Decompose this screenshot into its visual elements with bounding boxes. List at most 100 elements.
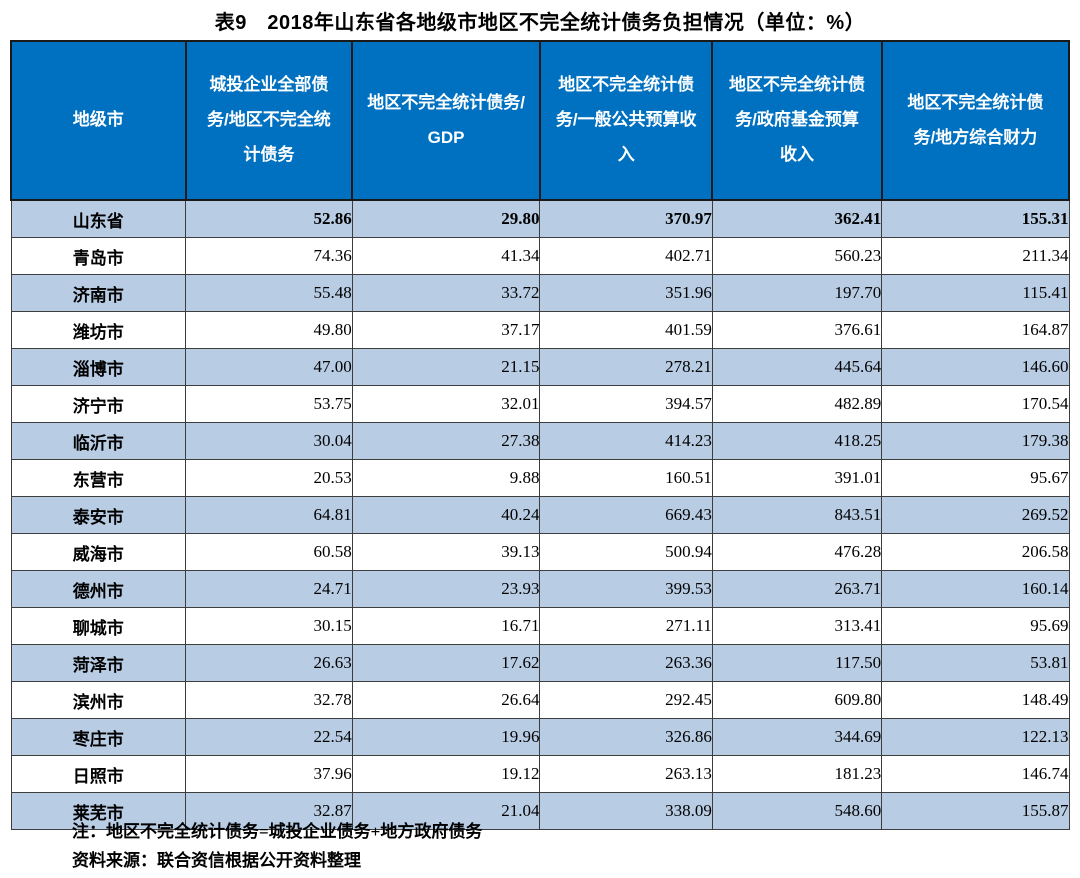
value-cell: 23.93 [351, 570, 541, 608]
value-cell: 843.51 [711, 496, 883, 534]
value-cell: 53.81 [881, 644, 1070, 682]
table-row: 淄博市 47.00 21.15 278.21 445.64 146.60 [10, 348, 1070, 386]
value-cell: 20.53 [185, 459, 353, 497]
city-cell: 泰安市 [10, 496, 187, 534]
city-cell: 威海市 [10, 533, 187, 571]
city-cell: 东营市 [10, 459, 187, 497]
table-row: 东营市 20.53 9.88 160.51 391.01 95.67 [10, 459, 1070, 497]
table-row: 潍坊市 49.80 37.17 401.59 376.61 164.87 [10, 311, 1070, 349]
table-row: 滨州市 32.78 26.64 292.45 609.80 148.49 [10, 681, 1070, 719]
table-row: 山东省 52.86 29.80 370.97 362.41 155.31 [10, 199, 1070, 238]
value-cell: 26.63 [185, 644, 353, 682]
table-row: 泰安市 64.81 40.24 669.43 843.51 269.52 [10, 496, 1070, 534]
value-cell: 292.45 [539, 681, 713, 719]
value-cell: 155.31 [881, 199, 1070, 238]
value-cell: 19.96 [351, 718, 541, 756]
value-cell: 41.34 [351, 237, 541, 275]
value-cell: 32.01 [351, 385, 541, 423]
value-cell: 476.28 [711, 533, 883, 571]
value-cell: 269.52 [881, 496, 1070, 534]
table-row: 青岛市 74.36 41.34 402.71 560.23 211.34 [10, 237, 1070, 275]
value-cell: 548.60 [711, 792, 883, 830]
value-cell: 418.25 [711, 422, 883, 460]
value-cell: 17.62 [351, 644, 541, 682]
value-cell: 21.04 [351, 792, 541, 830]
page-title: 表9 2018年山东省各地级市地区不完全统计债务负担情况（单位：%） [214, 12, 866, 34]
value-cell: 206.58 [881, 533, 1070, 571]
column-header: 城投企业全部债务/地区不完全统计债务 [184, 40, 354, 201]
city-cell: 济南市 [10, 274, 187, 312]
value-cell: 117.50 [711, 644, 883, 682]
value-cell: 95.69 [881, 607, 1070, 645]
value-cell: 376.61 [711, 311, 883, 349]
city-cell: 菏泽市 [10, 644, 187, 682]
table-row: 济南市 55.48 33.72 351.96 197.70 115.41 [10, 274, 1070, 312]
city-cell: 山东省 [10, 199, 187, 238]
value-cell: 170.54 [881, 385, 1070, 423]
column-header: 地级市 [10, 40, 187, 201]
column-header: 地区不完全统计债务/GDP [351, 40, 541, 201]
value-cell: 9.88 [351, 459, 541, 497]
value-cell: 362.41 [711, 199, 883, 238]
value-cell: 22.54 [185, 718, 353, 756]
value-cell: 338.09 [539, 792, 713, 830]
value-cell: 146.74 [881, 755, 1070, 793]
value-cell: 95.67 [881, 459, 1070, 497]
value-cell: 263.36 [539, 644, 713, 682]
value-cell: 160.14 [881, 570, 1070, 608]
value-cell: 32.78 [185, 681, 353, 719]
city-cell: 济宁市 [10, 385, 187, 423]
column-header: 地区不完全统计债务/地方综合财力 [880, 40, 1071, 201]
note-source: 资料来源：联合资信根据公开资料整理 [72, 851, 361, 870]
table-body: 山东省 52.86 29.80 370.97 362.41 155.31 青岛市 74.36 4… [10, 199, 1070, 830]
value-cell: 197.70 [711, 274, 883, 312]
value-cell: 30.04 [185, 422, 353, 460]
value-cell: 16.71 [351, 607, 541, 645]
value-cell: 122.13 [881, 718, 1070, 756]
value-cell: 344.69 [711, 718, 883, 756]
value-cell: 29.80 [351, 199, 541, 238]
value-cell: 33.72 [351, 274, 541, 312]
value-cell: 37.96 [185, 755, 353, 793]
value-cell: 278.21 [539, 348, 713, 386]
value-cell: 445.64 [711, 348, 883, 386]
value-cell: 53.75 [185, 385, 353, 423]
value-cell: 40.24 [351, 496, 541, 534]
value-cell: 155.87 [881, 792, 1070, 830]
value-cell: 64.81 [185, 496, 353, 534]
value-cell: 271.11 [539, 607, 713, 645]
value-cell: 60.58 [185, 533, 353, 571]
note-definition: 注：地区不完全统计债务=城投企业债务+地方政府债务 [72, 822, 483, 841]
value-cell: 263.13 [539, 755, 713, 793]
table-row: 临沂市 30.04 27.38 414.23 418.25 179.38 [10, 422, 1070, 460]
value-cell: 482.89 [711, 385, 883, 423]
value-cell: 263.71 [711, 570, 883, 608]
table-row: 菏泽市 26.63 17.62 263.36 117.50 53.81 [10, 644, 1070, 682]
value-cell: 52.86 [185, 199, 353, 238]
table-notes: 注：地区不完全统计债务=城投企业债务+地方政府债务 资料来源：联合资信根据公开资… [72, 817, 482, 875]
value-cell: 414.23 [539, 422, 713, 460]
value-cell: 326.86 [539, 718, 713, 756]
column-header: 地区不完全统计债务/政府基金预算收入 [711, 40, 883, 201]
value-cell: 39.13 [351, 533, 541, 571]
value-cell: 24.71 [185, 570, 353, 608]
table-row: 德州市 24.71 23.93 399.53 263.71 160.14 [10, 570, 1070, 608]
city-cell: 滨州市 [10, 681, 187, 719]
value-cell: 26.64 [351, 681, 541, 719]
value-cell: 211.34 [881, 237, 1070, 275]
city-cell: 潍坊市 [10, 311, 187, 349]
value-cell: 399.53 [539, 570, 713, 608]
value-cell: 370.97 [539, 199, 713, 238]
city-cell: 青岛市 [10, 237, 187, 275]
table-row: 枣庄市 22.54 19.96 326.86 344.69 122.13 [10, 718, 1070, 756]
value-cell: 115.41 [881, 274, 1070, 312]
city-cell: 淄博市 [10, 348, 187, 386]
value-cell: 401.59 [539, 311, 713, 349]
value-cell: 49.80 [185, 311, 353, 349]
value-cell: 609.80 [711, 681, 883, 719]
value-cell: 669.43 [539, 496, 713, 534]
value-cell: 402.71 [539, 237, 713, 275]
value-cell: 21.15 [351, 348, 541, 386]
value-cell: 32.87 [185, 792, 353, 830]
value-cell: 181.23 [711, 755, 883, 793]
